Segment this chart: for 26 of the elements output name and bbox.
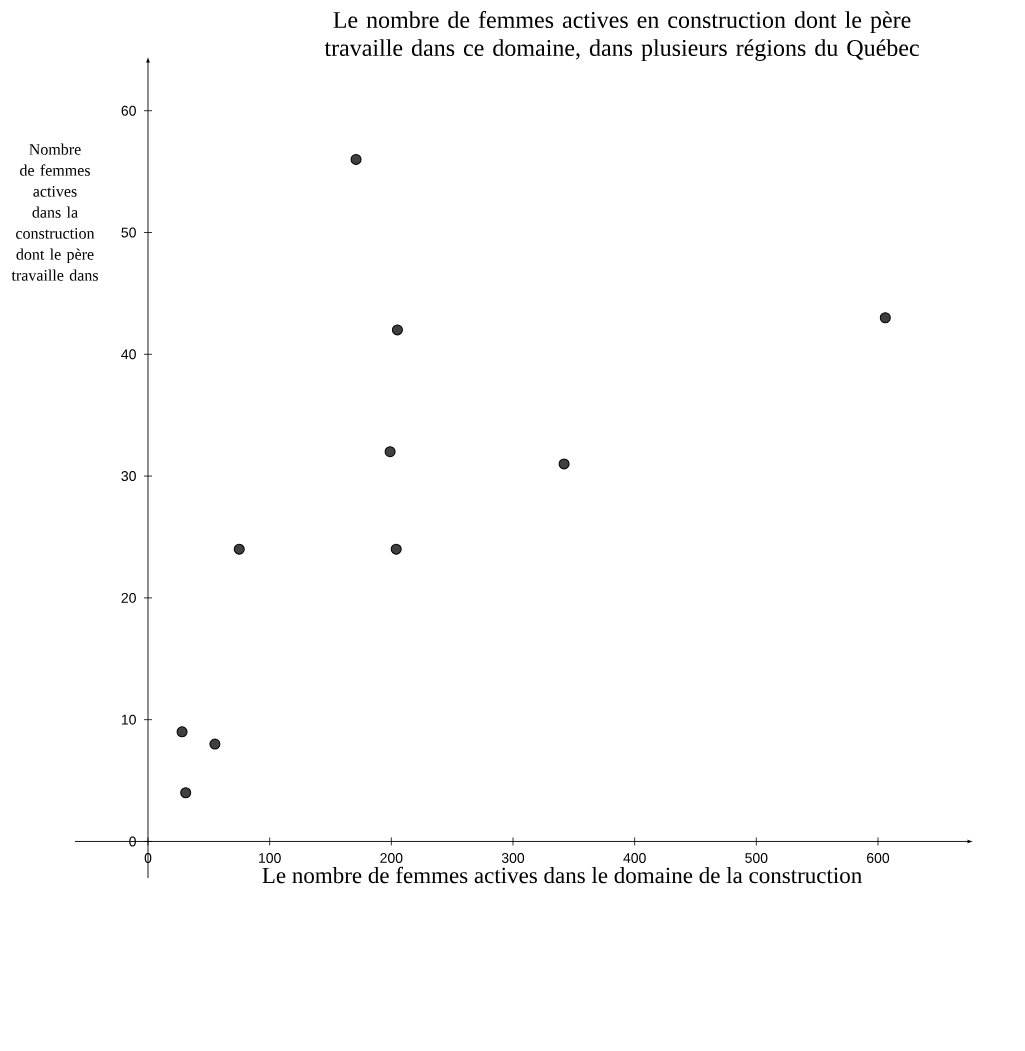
point: [180, 787, 192, 799]
point: [384, 446, 396, 458]
point: [350, 153, 362, 165]
x-tick-label: 400: [623, 852, 646, 863]
point: [558, 458, 570, 470]
point: [391, 324, 403, 336]
x-tick-label: 600: [866, 852, 889, 863]
point: [233, 543, 245, 555]
x-tick-label: 100: [258, 852, 281, 863]
x-tick-label: 0: [144, 852, 152, 863]
x-tick-label: 500: [745, 852, 768, 863]
y-tick-label: 40: [121, 349, 136, 360]
y-tick-label: 60: [121, 105, 136, 116]
y-tick-label: 20: [121, 592, 136, 603]
point: [209, 738, 221, 750]
x-tick-label: 300: [501, 852, 524, 863]
point: [879, 312, 891, 324]
x-axis-title: Le nombre de femmes actives dans le domaine de la construction: [262, 866, 862, 884]
x-tick-label: 200: [380, 852, 403, 863]
point: [390, 543, 402, 555]
y-axis-title: Nombre de femmes actives dans la construction dont le père travaille dans: [11, 143, 98, 281]
y-tick-label: 30: [121, 471, 136, 482]
y-tick-label: 10: [121, 714, 136, 725]
chart-title: Le nombre de femmes actives en construction dont le père travaille dans ce domaine, dans plusieurs régions du Québec: [324, 10, 919, 62]
point: [176, 726, 188, 738]
y-tick-label: 50: [121, 227, 136, 238]
